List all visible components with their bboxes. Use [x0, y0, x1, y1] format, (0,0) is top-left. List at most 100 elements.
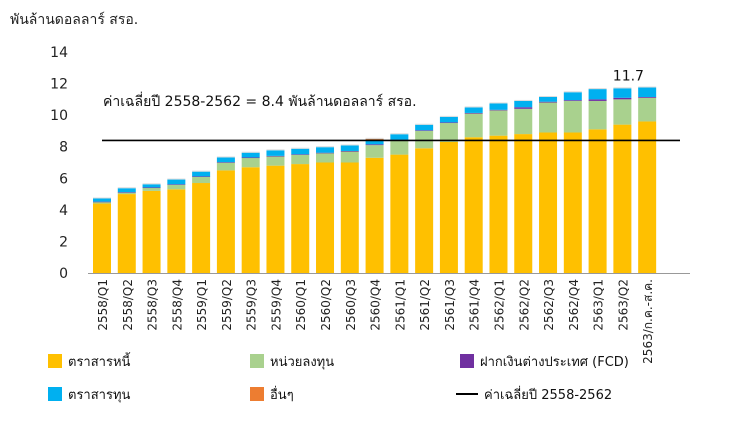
bar-segment — [638, 121, 657, 273]
bar-segment — [514, 134, 533, 273]
x-tick-label: 2563/Q2 — [616, 279, 630, 331]
bar-segment — [415, 130, 434, 131]
bar-segment — [638, 96, 657, 98]
y-tick-label: 6 — [59, 171, 68, 187]
bar-segment — [390, 140, 409, 155]
bar-segment — [464, 113, 483, 138]
bar-segment — [241, 167, 260, 273]
bar-top-edge — [93, 197, 111, 199]
bar-segment — [588, 89, 607, 100]
legend-label: ค่าเฉลี่ยปี 2558-2562 — [484, 386, 612, 403]
bar-segment — [216, 170, 235, 273]
bar-top-edge — [539, 95, 558, 97]
bar-segment — [588, 129, 607, 273]
bar-segment — [390, 154, 409, 273]
bar-segment — [167, 179, 186, 185]
bar-segment — [117, 188, 136, 193]
bar-segment — [340, 162, 359, 273]
bar-segment — [390, 134, 409, 140]
bar-top-edge — [316, 146, 335, 148]
bar-segment — [291, 154, 310, 165]
bar-segment — [365, 145, 384, 158]
bar-top-edge — [291, 147, 310, 149]
bar-segment — [142, 187, 161, 189]
bar-top-edge — [489, 102, 508, 104]
bar-segment — [216, 157, 235, 163]
bar-segment — [365, 144, 384, 146]
bar-segment — [192, 176, 211, 184]
bar-top-edge — [563, 91, 582, 93]
bar-segment — [316, 152, 335, 154]
x-tick-label: 2558/Q3 — [146, 279, 160, 331]
bar-segment — [216, 162, 235, 163]
bar-segment — [563, 132, 582, 273]
bar-segment — [415, 148, 434, 273]
bar-segment — [316, 147, 335, 153]
bar-segment — [415, 124, 434, 131]
bar-segment — [514, 107, 533, 109]
bar-top-edge — [638, 86, 657, 88]
bar-segment — [266, 156, 285, 166]
bar-segment — [539, 102, 558, 133]
x-tick-label: 2562/Q1 — [492, 279, 506, 331]
bar-segment — [291, 154, 310, 155]
bar-segment — [638, 87, 657, 97]
bar-segment — [142, 184, 161, 188]
bar-top-edge — [464, 106, 483, 108]
x-tick-label: 2559/Q2 — [220, 279, 234, 331]
bar-segment — [241, 152, 260, 158]
legend-swatch — [48, 387, 62, 401]
y-axis-unit-label: พันล้านดอลลาร์ สรอ. — [10, 11, 138, 28]
bar-segment — [439, 141, 458, 273]
y-tick-label: 4 — [59, 203, 68, 219]
x-tick-label: 2558/Q2 — [121, 279, 135, 331]
bar-segment — [93, 201, 111, 203]
bar-segment — [93, 201, 111, 204]
bar-top-edge — [340, 144, 359, 146]
y-tick-label: 0 — [59, 266, 68, 282]
x-tick-label: 2558/Q1 — [96, 279, 110, 331]
bar-top-edge — [439, 115, 458, 117]
x-tick-label: 2559/Q3 — [245, 279, 259, 331]
bar-segment — [489, 109, 508, 111]
x-tick-label: 2560/Q2 — [319, 279, 333, 331]
bar-segment — [489, 103, 508, 110]
bar-segment — [167, 184, 186, 185]
x-tick-label: 2563/ก.ค.-ส.ค. — [641, 279, 655, 364]
bar-segment — [192, 183, 211, 273]
legend-label: ตราสารหนี้ — [68, 352, 131, 370]
bar-segment — [563, 100, 582, 133]
y-tick-label: 10 — [50, 108, 68, 124]
bar-segment — [316, 162, 335, 273]
bar-segment — [464, 112, 483, 114]
bar-segment — [291, 164, 310, 273]
bar-segment — [439, 122, 458, 124]
bar-segment — [464, 137, 483, 273]
bar-top-edge — [390, 133, 409, 135]
legend-swatch — [48, 354, 62, 368]
x-tick-label: 2560/Q3 — [344, 279, 358, 331]
y-axis: 0 2 4 6 8 10 12 14 — [50, 45, 68, 282]
bar-top-edge — [613, 87, 632, 89]
bar-segment — [93, 203, 111, 273]
legend: ตราสารหนี้ หน่วยลงทุน ฝากเงินต่างประเทศ (F… — [48, 352, 629, 403]
x-tick-label: 2561/Q4 — [468, 279, 482, 331]
bar-top-edge — [365, 137, 384, 139]
legend-swatch — [250, 387, 264, 401]
bar-segment — [117, 192, 136, 195]
bar-segment — [563, 100, 582, 101]
legend-swatch — [250, 354, 264, 368]
y-tick-label: 12 — [50, 77, 68, 93]
x-tick-label: 2559/Q1 — [195, 279, 209, 331]
y-tick-label: 14 — [50, 45, 68, 61]
bar-segment — [340, 145, 359, 151]
x-tick-label: 2561/Q3 — [443, 279, 457, 331]
bar-segment — [167, 189, 186, 273]
bar-segment — [539, 101, 558, 103]
bar-segment — [266, 155, 285, 157]
bar-segment — [365, 139, 384, 145]
bar-top-edge — [266, 149, 285, 151]
bar-segment — [588, 99, 607, 101]
bar-segment — [117, 194, 136, 273]
